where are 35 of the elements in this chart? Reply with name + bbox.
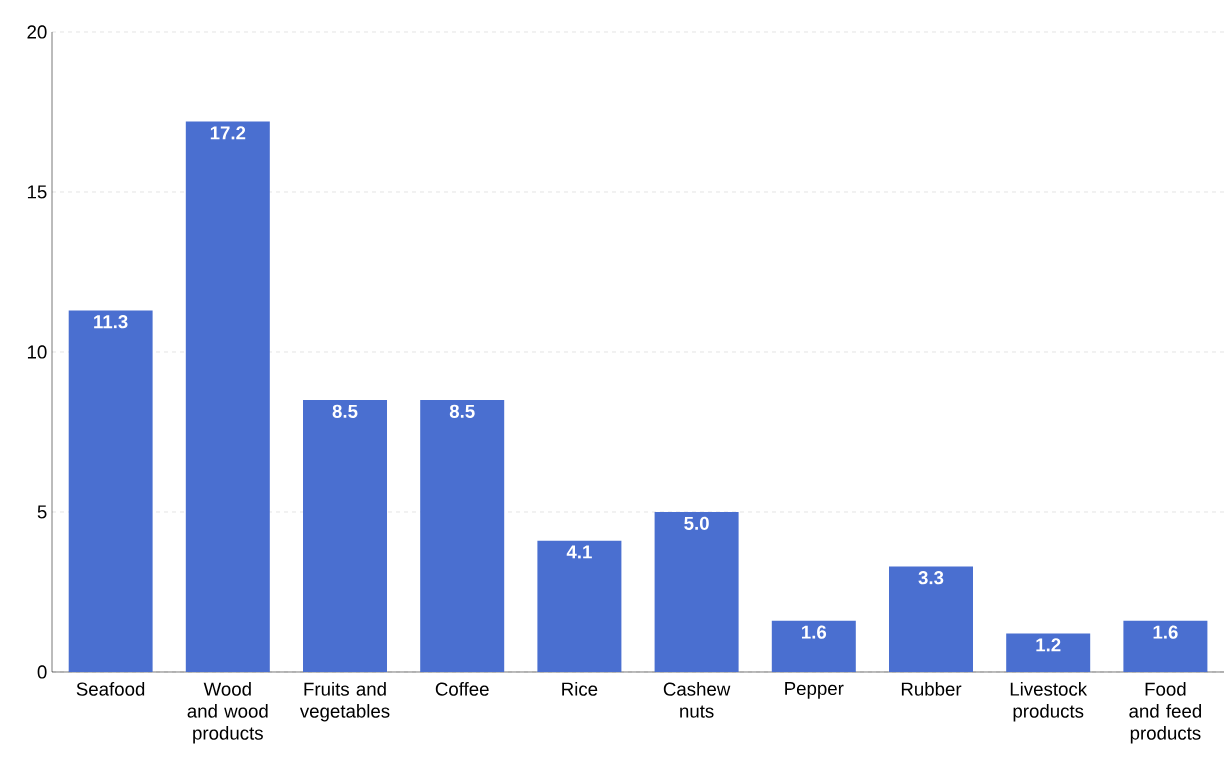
- bar: [889, 566, 973, 672]
- data-label: 17.2: [210, 126, 246, 140]
- bar: [654, 511, 739, 672]
- y-tick-label: 10: [27, 345, 47, 359]
- bar: [1123, 620, 1208, 672]
- bar: [771, 620, 856, 672]
- bar: [185, 121, 270, 672]
- bar: [537, 540, 622, 672]
- data-label: 3.3: [918, 571, 944, 585]
- data-label: 1.6: [802, 625, 827, 639]
- bar: [303, 399, 387, 672]
- bar: [68, 310, 153, 672]
- y-tick-label: 20: [27, 25, 47, 39]
- x-tick-label: Seafood: [76, 682, 145, 696]
- data-label: 1.6: [1153, 625, 1178, 639]
- x-tick-label: Food and feed products: [1129, 682, 1202, 744]
- x-tick-label: Pepper: [785, 682, 844, 699]
- y-tick-label: 15: [27, 185, 47, 199]
- data-label: 8.5: [449, 404, 475, 418]
- x-tick-label: Coffee: [435, 682, 489, 696]
- x-tick-label: Rubber: [901, 682, 962, 696]
- x-tick-label: Rice: [562, 682, 598, 696]
- data-label: 8.5: [332, 404, 358, 418]
- bar: [420, 399, 505, 672]
- data-label: 1.2: [1036, 638, 1061, 652]
- data-label: 5.0: [684, 516, 709, 530]
- data-label: 11.3: [94, 315, 128, 329]
- y-tick-label: 5: [37, 505, 47, 519]
- x-tick-label: Livestock products: [1010, 682, 1088, 722]
- x-tick-label: Cashew nuts: [663, 682, 731, 718]
- data-label: 4.1: [566, 545, 592, 559]
- bar: [1006, 633, 1091, 672]
- y-tick-label: 0: [37, 665, 47, 679]
- x-tick-label: Fruits and vegetables: [299, 682, 390, 722]
- x-tick-label: Wood and wood products: [187, 682, 268, 744]
